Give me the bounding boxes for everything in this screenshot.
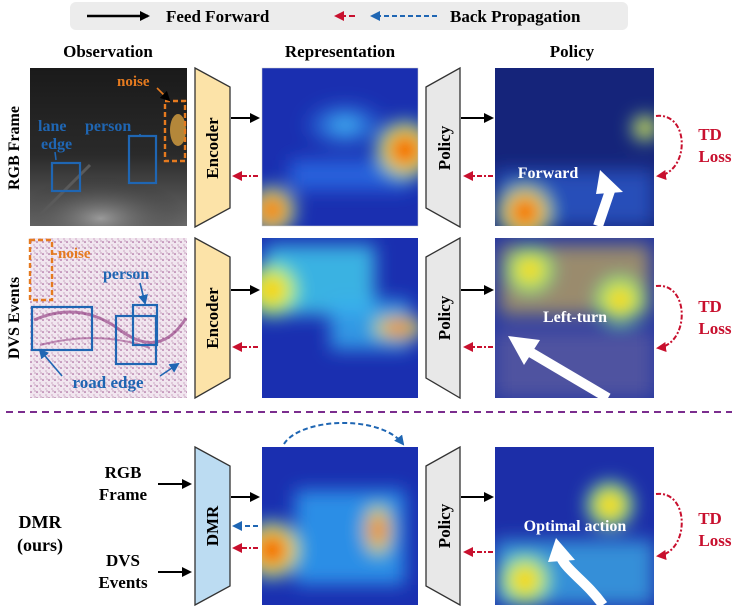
rgb-observation-image: noise lane edge person [30, 68, 187, 226]
lane-label-line1: lane [38, 118, 66, 135]
input-rgb-line1: RGB [105, 463, 142, 482]
road-edge-pointer-left [38, 348, 63, 377]
column-observation: Observation [63, 42, 153, 61]
td-label-3: TD [698, 509, 722, 528]
loss-label-2: Loss [698, 319, 731, 338]
road-edge-box-left [30, 305, 94, 352]
input-dvs-line1: DVS [106, 551, 140, 570]
representation-heatmap-dmr [262, 447, 418, 605]
dmr-module: DMR [194, 445, 231, 607]
road-edge-label: road edge [73, 373, 144, 392]
encoder-module-rgb: Encoder [194, 66, 231, 229]
td-label-1: TD [698, 125, 722, 144]
policy-module-dmr: Policy [425, 445, 461, 607]
input-rgb-line2: Frame [99, 485, 148, 504]
row-label-ours: (ours) [17, 535, 63, 556]
policy-label-rgb: Policy [435, 125, 454, 170]
noise-box-rgb [163, 99, 187, 163]
noise-label-rgb: noise [117, 74, 150, 90]
policy-output-rgb: Forward [495, 68, 654, 226]
td-loss-loop-3 [655, 492, 683, 560]
action-left-turn: Left-turn [543, 309, 607, 326]
policy-module-rgb: Policy [425, 66, 461, 229]
person-box-rgb [127, 134, 158, 185]
loss-label-1: Loss [698, 147, 731, 166]
action-optimal: Optimal action [524, 518, 627, 535]
encoder-label-dvs: Encoder [203, 287, 222, 349]
noise-pointer-rgb [156, 87, 171, 102]
dvs-observation-image: noise person road edge [28, 238, 188, 398]
optimal-action-arrow-icon [548, 538, 575, 562]
lane-pointer [54, 151, 57, 161]
forward-arrow-icon [596, 170, 623, 194]
person-label-dvs: person [103, 266, 149, 283]
td-label-2: TD [698, 297, 722, 316]
policy-label-dmr: Policy [435, 503, 454, 548]
td-loss-loop-2 [655, 284, 683, 352]
action-forward: Forward [518, 165, 579, 182]
row-label-dmr: DMR [19, 512, 63, 532]
representation-heatmap-dvs [262, 238, 418, 398]
person-box-dvs [131, 303, 159, 347]
policy-output-dmr: Optimal action [495, 447, 654, 605]
input-dvs-line2: Events [98, 573, 148, 592]
loss-label-3: Loss [698, 531, 731, 550]
row-label-rgb: RGB Frame [6, 106, 23, 190]
noise-label-dvs: noise [58, 246, 91, 262]
row-label-dvs: DVS Events [6, 277, 23, 359]
encoder-label-rgb: Encoder [203, 117, 222, 179]
legend-back-propagation: Back Propagation [450, 7, 581, 26]
representation-heatmap-rgb [262, 68, 418, 226]
noise-box-dvs [28, 238, 54, 302]
representation-loop-arrow [283, 422, 405, 446]
policy-label-dvs: Policy [435, 295, 454, 340]
policy-output-dvs: Left-turn [495, 238, 654, 398]
person-pointer-dvs [138, 282, 148, 305]
person-label-rgb: person [85, 118, 131, 135]
encoder-module-dvs: Encoder [194, 236, 231, 400]
legend-feed-forward: Feed Forward [166, 7, 270, 26]
left-turn-arrow-icon [508, 336, 540, 365]
legend: Feed Forward Back Propagation [70, 2, 628, 30]
column-representation: Representation [285, 42, 396, 61]
column-policy: Policy [550, 42, 595, 61]
td-loss-loop-1 [655, 114, 683, 180]
road-edge-pointer-right [159, 362, 180, 377]
dmr-label: DMR [203, 505, 222, 546]
lane-edge-box [50, 161, 82, 193]
lane-label-line2: edge [41, 136, 72, 153]
policy-module-dvs: Policy [425, 236, 461, 400]
